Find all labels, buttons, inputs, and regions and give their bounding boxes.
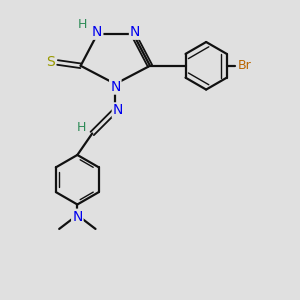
Text: N: N	[110, 80, 121, 94]
Text: H: H	[78, 18, 87, 31]
Text: N: N	[113, 103, 123, 117]
Text: N: N	[130, 25, 140, 39]
Text: S: S	[46, 56, 55, 70]
Text: Br: Br	[238, 59, 252, 72]
Text: N: N	[72, 210, 82, 224]
Text: H: H	[77, 121, 86, 134]
Text: N: N	[92, 25, 102, 39]
